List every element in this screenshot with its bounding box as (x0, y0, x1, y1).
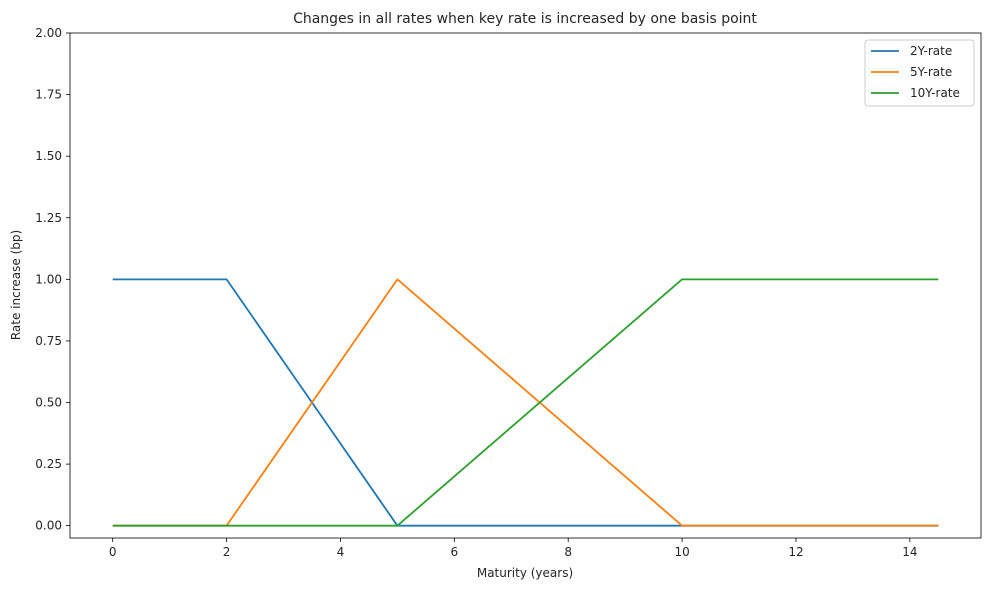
y-tick-label: 2.00 (35, 26, 62, 40)
legend-label: 5Y-rate (910, 65, 952, 79)
y-tick-label: 1.50 (35, 149, 62, 163)
x-tick-label: 12 (788, 545, 803, 559)
legend-box (864, 39, 975, 107)
x-tick-label: 10 (674, 545, 689, 559)
x-tick-label: 4 (337, 545, 345, 559)
series-line-10y-rate (112, 278, 939, 527)
x-axis: 0 2 4 6 8 10 12 14 (109, 538, 917, 559)
y-tick-label: 1.25 (35, 211, 62, 225)
y-tick-label: 0.25 (35, 457, 62, 471)
x-tick-label: 14 (902, 545, 917, 559)
plot-area (112, 278, 939, 527)
series-line-5y-rate (112, 278, 939, 527)
legend-label: 10Y-rate (910, 86, 960, 100)
plot-frame (69, 32, 982, 539)
x-tick-label: 8 (564, 545, 572, 559)
y-tick-label: 0.50 (35, 396, 62, 410)
x-tick-label: 6 (451, 545, 459, 559)
x-tick-label: 0 (109, 545, 117, 559)
series-line-2y-rate (112, 278, 939, 527)
legend-label: 2Y-rate (910, 44, 952, 58)
x-axis-label: Maturity (years) (477, 566, 573, 580)
y-tick-label: 1.75 (35, 88, 62, 102)
chart-title: Changes in all rates when key rate is in… (293, 11, 757, 27)
legend: 2Y-rate 5Y-rate 10Y-rate (864, 39, 975, 107)
x-tick-label: 2 (223, 545, 231, 559)
y-axis-label: Rate increase (bp) (9, 230, 23, 340)
y-axis: 0.00 0.25 0.50 0.75 1.00 1.25 1.50 1.75 2.00 (35, 26, 70, 533)
y-tick-label: 0.75 (35, 334, 62, 348)
y-tick-label: 0.00 (35, 519, 62, 533)
y-tick-label: 1.00 (35, 272, 62, 286)
